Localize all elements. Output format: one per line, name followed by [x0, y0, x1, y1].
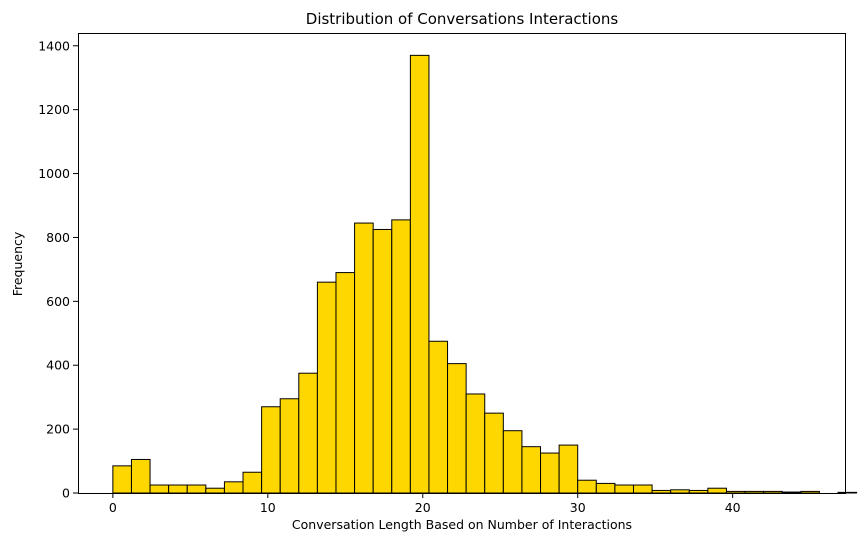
plot-frame	[78, 33, 846, 494]
histogram-bar-33	[725, 490, 746, 494]
y-tick-label-0: 0	[62, 486, 70, 501]
x-tick-label-0: 0	[109, 500, 117, 515]
y-axis-ticks: 0 200 400 600 800 1000 1200 1400	[38, 38, 78, 501]
histogram-bar-25	[577, 479, 597, 494]
histogram-bar-12	[335, 272, 356, 494]
histogram-bar-21	[502, 430, 523, 494]
histogram-bar-1	[130, 458, 151, 494]
histogram-bar-20	[484, 412, 504, 494]
histogram-bar-37	[800, 490, 820, 494]
histogram-bar-30	[670, 489, 690, 494]
histogram-bar-26	[595, 482, 616, 494]
histogram-bar-31	[688, 489, 709, 494]
histogram-bar-32	[707, 487, 727, 494]
y-tick-label-2: 400	[46, 358, 70, 373]
histogram-bar-0	[112, 465, 132, 494]
histogram-bar-27	[614, 484, 634, 494]
y-tick-label-7: 1400	[38, 38, 70, 53]
x-axis-ticks: 0 10 20 30 40	[109, 493, 741, 515]
histogram-bar-17	[428, 340, 449, 494]
histogram-bar-39	[837, 491, 858, 494]
histogram-bar-8	[261, 406, 281, 494]
histogram-bar-2	[149, 484, 170, 494]
x-tick-label-3: 30	[570, 500, 586, 515]
histogram-bar-7	[242, 471, 263, 494]
y-tick-label-1: 200	[46, 422, 70, 437]
histogram-bar-10	[298, 372, 318, 494]
histogram-bar-23	[540, 452, 560, 494]
histogram-bar-24	[558, 444, 579, 494]
x-tick-label-2: 20	[415, 500, 431, 515]
histogram-bar-6	[223, 481, 244, 494]
histogram-bar-18	[447, 363, 467, 494]
histogram-bar-4	[186, 484, 207, 494]
histogram-bar-5	[205, 487, 225, 494]
histogram-bar-29	[651, 489, 672, 494]
histogram-bar-34	[744, 490, 765, 494]
y-tick-label-5: 1000	[38, 166, 70, 181]
histogram-bar-19	[465, 393, 486, 494]
histogram-bar-13	[354, 222, 374, 494]
histogram-bar-3	[168, 484, 188, 494]
y-axis-label: Frequency	[10, 231, 25, 296]
histogram-bar-36	[781, 491, 802, 494]
x-tick-label-4: 40	[725, 500, 741, 515]
bars-group	[112, 54, 858, 494]
histogram-bar-9	[279, 398, 300, 494]
histogram-bar-16	[409, 54, 430, 494]
histogram-bar-35	[763, 490, 783, 494]
histogram-bar-22	[521, 446, 542, 494]
y-tick-label-3: 600	[46, 294, 70, 309]
histogram-bar-14	[372, 228, 393, 494]
chart-title: Distribution of Conversations Interactio…	[306, 10, 619, 28]
x-tick-label-1: 10	[260, 500, 276, 515]
histogram-bar-28	[632, 484, 653, 494]
x-axis-label: Conversation Length Based on Number of I…	[292, 517, 632, 532]
y-tick-label-4: 800	[46, 230, 70, 245]
y-tick-label-6: 1200	[38, 102, 70, 117]
histogram-bar-15	[391, 219, 411, 494]
histogram-bar-11	[316, 281, 337, 494]
